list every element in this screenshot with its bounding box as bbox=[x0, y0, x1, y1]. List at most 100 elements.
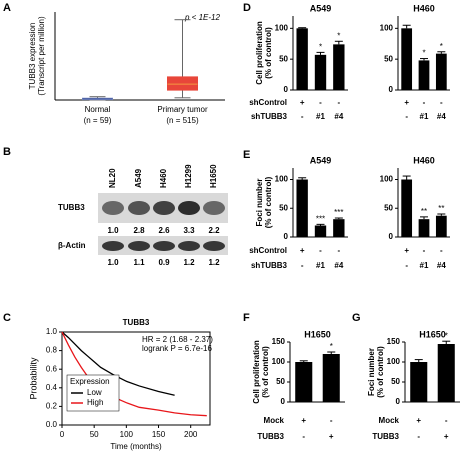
condition-mark: - bbox=[319, 98, 322, 107]
blot-band bbox=[128, 201, 150, 215]
blot-quantification: 1.2 bbox=[183, 258, 195, 267]
y-tick-label: 0.0 bbox=[46, 420, 58, 429]
condition-mark: #4 bbox=[334, 112, 343, 121]
condition-mark: - bbox=[337, 246, 340, 255]
blot-column-label: A549 bbox=[134, 168, 143, 188]
y-axis-label: (% of control) bbox=[376, 346, 385, 398]
y-axis-label: Foci number bbox=[255, 178, 264, 226]
bar bbox=[333, 219, 345, 237]
y-axis-label: (% of control) bbox=[264, 27, 273, 79]
condition-mark: + bbox=[300, 246, 305, 255]
y-tick-label: 0 bbox=[284, 85, 289, 94]
bar bbox=[418, 60, 430, 90]
y-tick-label: 0 bbox=[284, 232, 289, 241]
legend-label: High bbox=[87, 398, 103, 407]
condition-name: shControl bbox=[249, 98, 287, 107]
y-tick-label: 0.2 bbox=[46, 402, 58, 411]
panel-label: B bbox=[3, 146, 11, 158]
chart-title: H460 bbox=[413, 155, 435, 165]
condition-mark: - bbox=[301, 261, 304, 270]
blot-band bbox=[203, 201, 225, 215]
panel-label: E bbox=[243, 149, 250, 161]
bar bbox=[418, 219, 430, 237]
significance-label: * bbox=[319, 42, 322, 51]
blot-band bbox=[128, 241, 150, 251]
bar bbox=[314, 54, 327, 90]
y-tick-label: 0 bbox=[389, 85, 394, 94]
x-tick-label: 200 bbox=[184, 430, 198, 439]
blot-band bbox=[153, 201, 175, 215]
x-tick-label: 150 bbox=[152, 430, 166, 439]
bar bbox=[410, 362, 428, 402]
box bbox=[167, 76, 198, 91]
significance-label: *** bbox=[316, 214, 325, 223]
y-axis-label: (% of control) bbox=[264, 176, 273, 228]
y-tick-label: 100 bbox=[380, 23, 394, 32]
bar bbox=[333, 44, 345, 90]
blot-column-label: NL20 bbox=[108, 168, 117, 188]
y-axis-label: TUBB3 expression bbox=[28, 23, 37, 90]
blot-band bbox=[102, 201, 124, 215]
annotation: HR = 2 (1.68 - 2.37) bbox=[142, 335, 213, 344]
condition-mark: - bbox=[301, 112, 304, 121]
condition-mark: #4 bbox=[437, 261, 446, 270]
x-tick-label: Primary tumor bbox=[157, 105, 208, 114]
significance-label: ** bbox=[421, 207, 427, 216]
chart-title: TUBB3 bbox=[123, 318, 150, 327]
bar bbox=[322, 354, 340, 402]
bar bbox=[401, 28, 413, 90]
condition-name: Mock bbox=[264, 416, 285, 425]
y-axis-label: Probability bbox=[28, 357, 38, 400]
y-tick-label: 0.6 bbox=[46, 364, 58, 373]
y-tick-label: 100 bbox=[380, 175, 394, 184]
condition-name: shTUBB3 bbox=[251, 112, 288, 121]
condition-mark: + bbox=[300, 98, 305, 107]
line-series bbox=[61, 331, 175, 396]
significance-label: * bbox=[330, 342, 333, 351]
x-tick-label: 100 bbox=[120, 430, 134, 439]
condition-mark: + bbox=[444, 432, 449, 441]
y-tick-label: 100 bbox=[275, 23, 289, 32]
y-axis-label: (Transcript per million) bbox=[37, 16, 46, 96]
legend-label: Low bbox=[87, 388, 102, 397]
annotation: logrank P = 6.7e-16 bbox=[142, 344, 212, 353]
y-tick-label: 50 bbox=[391, 377, 400, 386]
condition-name: shControl bbox=[249, 246, 287, 255]
blot-quantification: 3.3 bbox=[183, 226, 195, 235]
blot-column-label: H460 bbox=[159, 168, 168, 188]
condition-mark: - bbox=[319, 246, 322, 255]
x-tick-note: (n = 59) bbox=[84, 116, 112, 125]
x-tick-label: Normal bbox=[85, 105, 111, 114]
y-axis-label: Cell proliferation bbox=[252, 340, 261, 404]
blot-column-label: H1650 bbox=[209, 164, 218, 188]
blot-quantification: 1.0 bbox=[107, 226, 119, 235]
blot-band bbox=[178, 241, 200, 251]
y-tick-label: 1.0 bbox=[46, 327, 58, 336]
condition-mark: + bbox=[301, 416, 306, 425]
condition-mark: - bbox=[405, 112, 408, 121]
condition-name: Mock bbox=[379, 416, 400, 425]
y-tick-label: 50 bbox=[384, 203, 393, 212]
blot-quantification: 1.0 bbox=[107, 258, 119, 267]
blot-quantification: 1.1 bbox=[133, 258, 145, 267]
condition-mark: + bbox=[416, 416, 421, 425]
condition-mark: + bbox=[404, 98, 409, 107]
chart-title: A549 bbox=[310, 3, 332, 13]
bar bbox=[437, 344, 455, 402]
y-tick-label: 100 bbox=[275, 175, 289, 184]
y-tick-label: 0 bbox=[281, 397, 286, 406]
condition-mark: - bbox=[440, 98, 443, 107]
blot-band bbox=[153, 241, 175, 251]
significance-label: * bbox=[440, 42, 443, 51]
condition-mark: - bbox=[445, 416, 448, 425]
bar bbox=[435, 53, 447, 90]
blot-quantification: 0.9 bbox=[158, 258, 170, 267]
y-tick-label: 0 bbox=[396, 397, 401, 406]
condition-mark: + bbox=[329, 432, 334, 441]
annotation: p < 1E-12 bbox=[184, 13, 220, 22]
panel-label: C bbox=[3, 312, 11, 324]
y-tick-label: 0.8 bbox=[46, 346, 58, 355]
x-tick-label: 0 bbox=[60, 430, 65, 439]
y-tick-label: 50 bbox=[279, 54, 288, 63]
blot-quantification: 1.2 bbox=[208, 258, 220, 267]
